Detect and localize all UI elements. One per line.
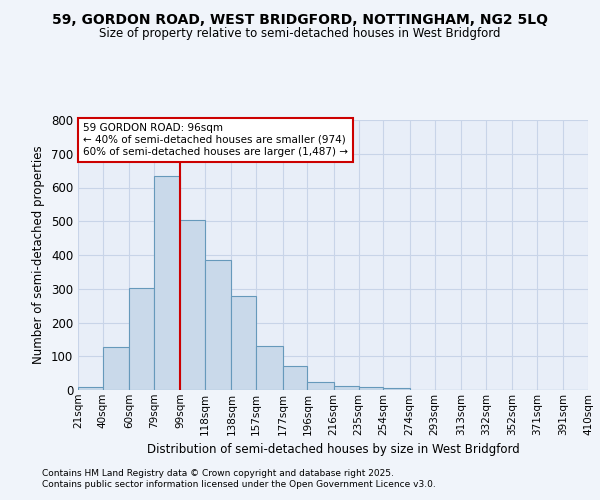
Text: Size of property relative to semi-detached houses in West Bridgford: Size of property relative to semi-detach… <box>99 28 501 40</box>
Text: Contains public sector information licensed under the Open Government Licence v3: Contains public sector information licen… <box>42 480 436 489</box>
Bar <box>129 288 154 390</box>
Text: 59 GORDON ROAD: 96sqm
← 40% of semi-detached houses are smaller (974)
60% of sem: 59 GORDON ROAD: 96sqm ← 40% of semi-deta… <box>83 124 348 156</box>
Bar <box>103 347 129 390</box>
Bar <box>78 388 103 390</box>
Bar <box>383 388 410 390</box>
Bar <box>256 346 283 390</box>
Bar <box>359 388 383 390</box>
Bar <box>334 386 359 390</box>
Bar <box>232 296 256 390</box>
X-axis label: Distribution of semi-detached houses by size in West Bridgford: Distribution of semi-detached houses by … <box>146 443 520 456</box>
Bar <box>154 176 180 390</box>
Text: 59, GORDON ROAD, WEST BRIDGFORD, NOTTINGHAM, NG2 5LQ: 59, GORDON ROAD, WEST BRIDGFORD, NOTTING… <box>52 12 548 26</box>
Bar <box>283 366 307 390</box>
Bar <box>180 220 205 390</box>
Text: Contains HM Land Registry data © Crown copyright and database right 2025.: Contains HM Land Registry data © Crown c… <box>42 468 394 477</box>
Bar <box>205 260 232 390</box>
Y-axis label: Number of semi-detached properties: Number of semi-detached properties <box>32 146 46 364</box>
Bar <box>307 382 334 390</box>
